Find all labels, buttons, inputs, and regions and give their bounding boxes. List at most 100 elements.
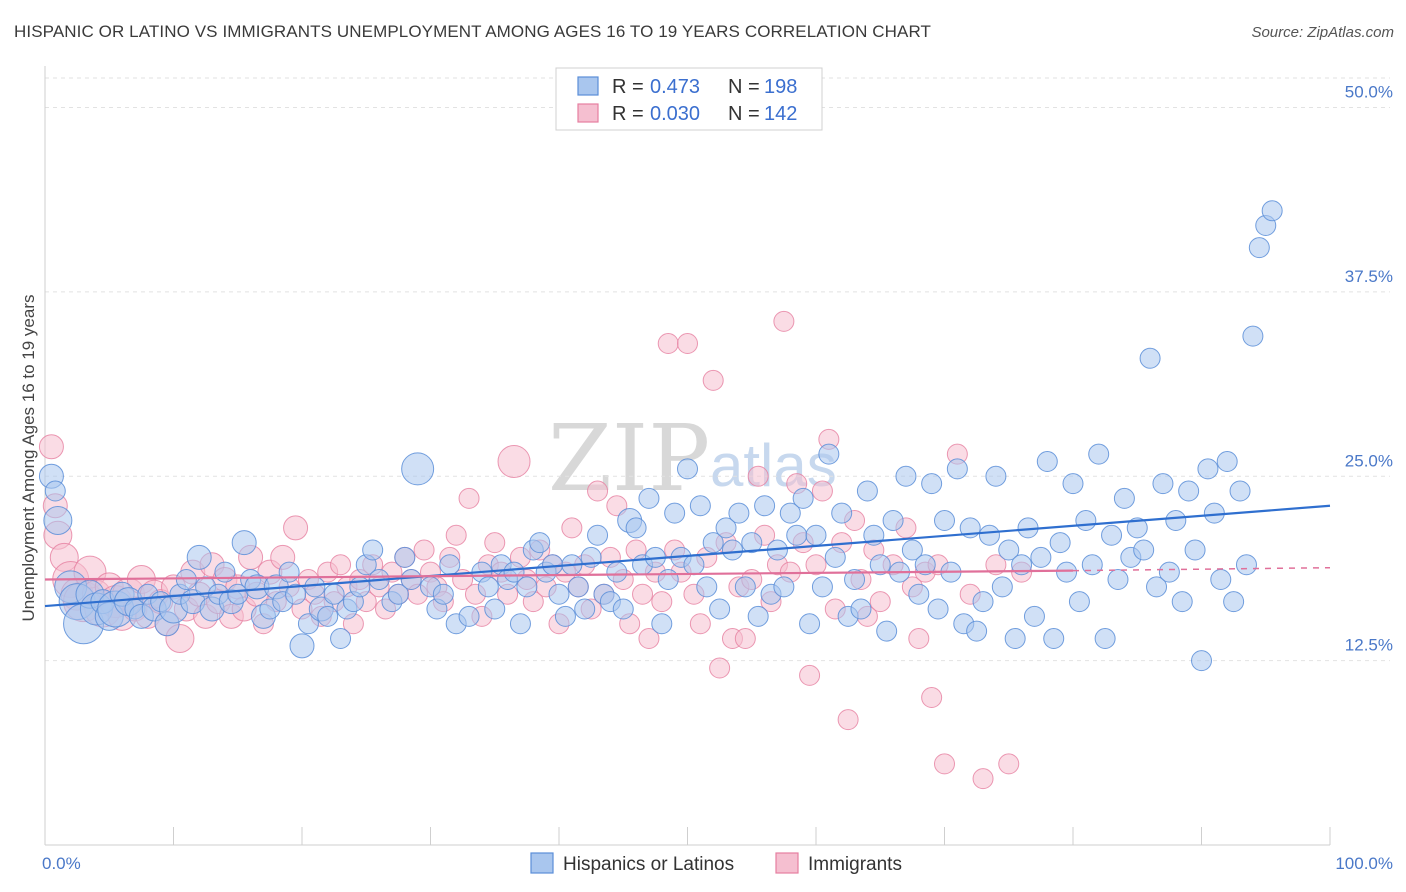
hispanics-point bbox=[1075, 510, 1097, 531]
y-tick-label: 37.5% bbox=[1345, 267, 1393, 286]
hispanics-point bbox=[400, 569, 422, 590]
immigrants-point bbox=[799, 664, 821, 686]
hispanics-point bbox=[831, 502, 853, 524]
hispanics-point bbox=[882, 510, 904, 531]
immigrants-point bbox=[38, 434, 64, 460]
hispanics-point bbox=[394, 546, 416, 568]
hispanics-point bbox=[1242, 325, 1264, 347]
immigrants-point bbox=[606, 495, 628, 517]
immigrants-point bbox=[709, 657, 731, 679]
hispanics-point bbox=[1081, 554, 1103, 576]
hispanics-point bbox=[664, 502, 686, 524]
hispanics-point bbox=[709, 598, 731, 620]
hispanics-point bbox=[856, 480, 878, 502]
hispanics-point bbox=[734, 576, 756, 598]
hispanics-point bbox=[477, 576, 499, 598]
immigrants-point bbox=[587, 480, 609, 502]
immigrants-point bbox=[908, 628, 930, 649]
chart-source: Source: ZipAtlas.com bbox=[1251, 24, 1394, 41]
hispanics-point bbox=[214, 561, 236, 583]
hispanics-point bbox=[741, 532, 763, 554]
hispanics-point bbox=[1023, 605, 1045, 627]
hispanics-point bbox=[991, 576, 1013, 598]
hispanics-point bbox=[317, 605, 339, 627]
hispanics-point bbox=[401, 452, 435, 486]
hispanics-point bbox=[231, 530, 257, 556]
hispanics-point bbox=[869, 554, 891, 576]
hispanics-point bbox=[689, 495, 711, 517]
hispanics-point bbox=[1107, 569, 1129, 590]
hispanics-point bbox=[1210, 569, 1232, 590]
hispanics-point bbox=[1197, 458, 1219, 480]
hispanics-point bbox=[297, 613, 319, 635]
y-tick-label: 25.0% bbox=[1345, 451, 1393, 470]
hispanics-point bbox=[503, 561, 525, 583]
hispanics-point bbox=[1261, 200, 1283, 222]
legend-box bbox=[555, 67, 823, 131]
hispanics-point bbox=[978, 524, 1000, 546]
hispanics-point bbox=[728, 502, 750, 524]
hispanics-point bbox=[606, 561, 628, 583]
immigrants-point bbox=[651, 591, 673, 613]
immigrants-point bbox=[747, 465, 769, 487]
hispanics-point bbox=[946, 458, 968, 480]
x-tick-label-max: 100.0% bbox=[1335, 854, 1393, 873]
hispanics-point bbox=[1004, 628, 1026, 649]
legend-r-value-blue: 0.473 bbox=[650, 76, 700, 98]
hispanics-point bbox=[1178, 480, 1200, 502]
hispanics-point bbox=[721, 539, 743, 561]
hispanics-point bbox=[1235, 554, 1257, 576]
legend-n-value-pink: 142 bbox=[764, 103, 797, 125]
hispanics-point bbox=[1191, 650, 1212, 672]
hispanics-point bbox=[1011, 554, 1033, 576]
hispanics-point bbox=[587, 524, 609, 546]
y-tick-label: 50.0% bbox=[1345, 83, 1393, 102]
hispanics-point bbox=[1101, 524, 1123, 546]
immigrants-point bbox=[632, 583, 654, 605]
hispanics-point bbox=[677, 458, 698, 480]
hispanics-point bbox=[1088, 443, 1110, 465]
hispanics-point bbox=[1068, 591, 1090, 613]
immigrants-point bbox=[702, 369, 724, 391]
hispanics-point bbox=[567, 576, 589, 598]
hispanics-point bbox=[1184, 539, 1206, 561]
hispanics-point bbox=[927, 598, 949, 620]
hispanics-point bbox=[850, 598, 872, 620]
hispanics-point bbox=[696, 576, 718, 598]
immigrants-point bbox=[677, 333, 698, 354]
immigrants-point bbox=[869, 591, 891, 613]
bottom-legend-label-immigrants: Immigrants bbox=[808, 854, 902, 875]
hispanics-point bbox=[175, 569, 197, 590]
hispanics-point bbox=[612, 598, 634, 620]
immigrants-point bbox=[445, 524, 467, 546]
hispanics-point bbox=[387, 583, 409, 605]
hispanics-point bbox=[548, 583, 570, 605]
hispanics-point bbox=[362, 539, 384, 561]
hispanics-point bbox=[43, 506, 73, 535]
legend-swatch-blue bbox=[577, 76, 599, 96]
immigrants-point bbox=[773, 310, 795, 332]
hispanics-point bbox=[529, 532, 551, 554]
hispanics-point bbox=[1158, 561, 1180, 583]
y-axis-label: Unemployment Among Ages 16 to 19 years bbox=[19, 295, 38, 622]
hispanics-point bbox=[1126, 517, 1148, 539]
watermark-zip: ZIP bbox=[548, 405, 710, 512]
hispanics-point bbox=[747, 605, 769, 627]
hispanics-point bbox=[773, 576, 795, 598]
hispanics-point bbox=[278, 561, 300, 583]
hispanics-point bbox=[818, 443, 840, 465]
hispanics-point bbox=[895, 465, 917, 487]
hispanics-point bbox=[914, 554, 936, 576]
hispanics-point bbox=[625, 517, 647, 539]
hispanics-point bbox=[186, 544, 212, 570]
hispanics-point bbox=[304, 576, 326, 598]
immigrants-point bbox=[734, 628, 756, 649]
immigrants-point bbox=[330, 554, 352, 576]
immigrants-point bbox=[998, 753, 1020, 775]
legend-n-label-blue: N = bbox=[728, 76, 760, 98]
hispanics-point bbox=[1062, 473, 1084, 495]
hispanics-point bbox=[1152, 473, 1174, 495]
hispanics-point bbox=[786, 524, 808, 546]
chart-title: HISPANIC OR LATINO VS IMMIGRANTS UNEMPLO… bbox=[14, 22, 932, 41]
hispanics-point bbox=[1248, 237, 1270, 259]
